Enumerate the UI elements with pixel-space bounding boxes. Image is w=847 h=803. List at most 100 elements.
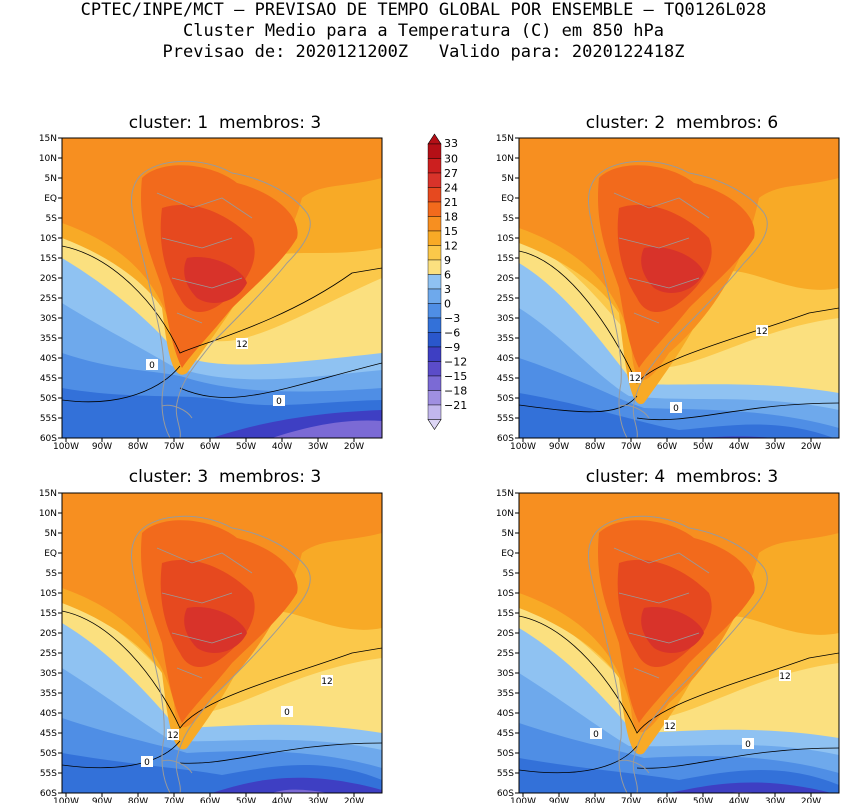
lat-tick-label: 35S <box>497 689 514 699</box>
panel-1-title: cluster: 1 membros: 3 <box>128 113 322 133</box>
lon-tick-label: 90W <box>92 797 112 803</box>
header-title-line-2: Cluster Medio para a Temperatura (C) em … <box>182 21 665 41</box>
lat-tick-label: 10N <box>496 509 514 519</box>
lon-tick-label: 40W <box>729 442 749 452</box>
lat-tick-label: 15S <box>497 609 514 619</box>
lat-tick-label: 35S <box>40 334 57 344</box>
contour-label: 0 <box>273 395 285 407</box>
lon-tick-label: 60W <box>657 797 677 803</box>
lon-tick-label: 50W <box>693 442 713 452</box>
svg-text:12: 12 <box>664 722 675 732</box>
lat-tick-label: 10S <box>40 234 57 244</box>
lat-tick-label: 55S <box>497 414 514 424</box>
lon-tick-label: 20W <box>801 442 821 452</box>
lat-tick-label: 30S <box>497 314 514 324</box>
svg-text:0: 0 <box>276 397 282 407</box>
svg-text:12: 12 <box>321 677 332 687</box>
lat-tick-label: 45S <box>497 374 514 384</box>
lat-tick-label: 55S <box>40 769 57 779</box>
colorbar-swatch <box>427 404 442 420</box>
lon-tick-label: 100W <box>510 442 536 452</box>
lon-tick-label: 50W <box>236 797 256 803</box>
lat-tick-label: 5S <box>46 569 58 579</box>
lon-tick-label: 40W <box>272 797 292 803</box>
svg-text:0: 0 <box>593 730 599 740</box>
lat-tick-label: 45S <box>497 729 514 739</box>
lat-tick-label: 40S <box>40 354 57 364</box>
colorbar-label: −21 <box>444 399 467 412</box>
colorbar-label: −3 <box>444 312 460 325</box>
lon-tick-label: 80W <box>585 442 605 452</box>
lat-tick-label: 35S <box>497 334 514 344</box>
lon-tick-label: 100W <box>53 442 79 452</box>
lat-tick-label: 15S <box>40 254 57 264</box>
lat-tick-label: 15S <box>497 254 514 264</box>
lat-tick-label: EQ <box>44 549 57 559</box>
lat-tick-label: 10S <box>40 589 57 599</box>
colorbar-label: −9 <box>444 341 460 354</box>
colorbar-swatch <box>427 332 442 348</box>
contour-label: 0 <box>670 402 682 414</box>
colorbar-swatch <box>427 375 442 391</box>
lon-tick-label: 90W <box>549 797 569 803</box>
colorbar-swatch <box>427 259 442 275</box>
contour-label: 12 <box>779 670 791 682</box>
lon-tick-label: 60W <box>200 442 220 452</box>
lon-tick-label: 80W <box>128 797 148 803</box>
lat-tick-label: 15N <box>496 134 514 144</box>
lon-tick-label: 20W <box>344 797 364 803</box>
contour-label: 12 <box>236 338 248 350</box>
lat-tick-label: 45S <box>40 374 57 384</box>
lat-tick-label: 25S <box>497 649 514 659</box>
lon-tick-label: 100W <box>53 797 79 803</box>
lon-tick-label: 70W <box>621 442 641 452</box>
lat-tick-label: 60S <box>40 789 57 799</box>
lon-tick-label: 90W <box>92 442 112 452</box>
lat-tick-label: 30S <box>40 669 57 679</box>
colorbar-label: 3 <box>444 283 451 296</box>
contour-label: 0 <box>590 728 602 740</box>
header-title-line-3: Previsao de: 2020121200Z Valido para: 20… <box>162 42 685 62</box>
colorbar-swatch <box>427 187 442 203</box>
contour-label: 0 <box>146 359 158 371</box>
lat-tick-label: 55S <box>497 769 514 779</box>
colorbar-label: −12 <box>444 356 467 369</box>
lon-tick-label: 70W <box>621 797 641 803</box>
colorbar-swatch <box>427 143 442 159</box>
colorbar-label: 24 <box>444 182 458 195</box>
lat-tick-label: 60S <box>497 789 514 799</box>
lat-tick-label: 5S <box>503 214 515 224</box>
colorbar-label: 21 <box>444 196 458 209</box>
colorbar-bottom-arrow <box>427 419 442 431</box>
lon-tick-label: 20W <box>801 797 821 803</box>
svg-text:0: 0 <box>673 404 679 414</box>
lat-tick-label: 10N <box>39 154 57 164</box>
colorbar-swatch <box>427 216 442 232</box>
lat-tick-label: 45S <box>40 729 57 739</box>
lon-tick-label: 40W <box>272 442 292 452</box>
lon-tick-label: 30W <box>765 797 785 803</box>
lat-tick-label: 10N <box>39 509 57 519</box>
lat-tick-label: 25S <box>40 649 57 659</box>
lat-tick-label: 20S <box>40 629 57 639</box>
map-panel-cluster-2: 15N 10N 5N EQ 5S 10S 15S 20S 25S 30S 35S 40S 45S 50S 5… <box>496 134 840 452</box>
lat-tick-label: 15N <box>39 134 57 144</box>
lon-tick-label: 50W <box>693 797 713 803</box>
lat-tick-label: 10S <box>497 234 514 244</box>
lat-tick-label: 50S <box>40 394 57 404</box>
colorbar-swatch <box>427 158 442 174</box>
lat-tick-label: 50S <box>497 749 514 759</box>
lat-tick-label: 10S <box>497 589 514 599</box>
lat-tick-label: 40S <box>497 354 514 364</box>
lat-tick-label: 20S <box>497 274 514 284</box>
lat-tick-label: 15N <box>496 489 514 499</box>
lat-tick-label: 25S <box>40 294 57 304</box>
colorbar-swatch <box>427 390 442 406</box>
contour-label: 12 <box>321 675 333 687</box>
colorbar-label: 9 <box>444 254 451 267</box>
lat-tick-label: 25S <box>497 294 514 304</box>
contour-label: 12 <box>629 372 641 384</box>
lon-tick-label: 70W <box>164 797 184 803</box>
